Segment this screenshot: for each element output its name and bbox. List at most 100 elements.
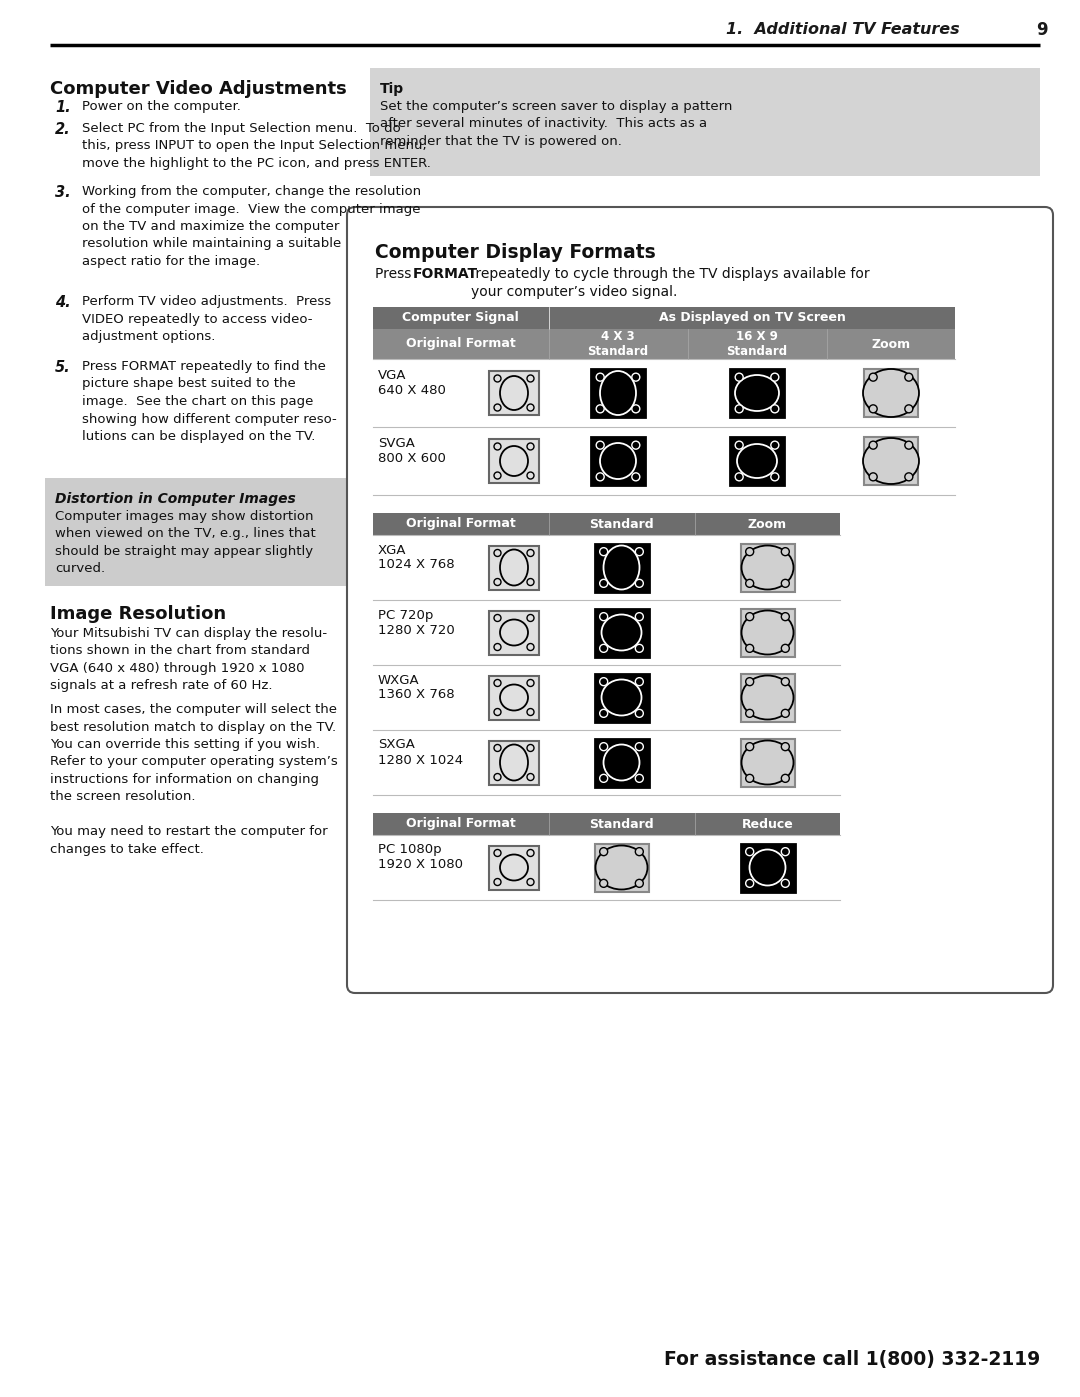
Text: 4.: 4. — [55, 295, 70, 310]
Ellipse shape — [745, 774, 754, 782]
Text: Zoom: Zoom — [748, 517, 787, 531]
Text: Original Format: Original Format — [406, 338, 515, 351]
Ellipse shape — [602, 679, 642, 715]
Ellipse shape — [745, 879, 754, 887]
Text: WXGA
1360 X 768: WXGA 1360 X 768 — [378, 673, 455, 701]
Ellipse shape — [869, 405, 877, 414]
Bar — [489, 610, 539, 655]
Ellipse shape — [599, 879, 608, 887]
Ellipse shape — [599, 848, 608, 855]
Ellipse shape — [527, 679, 534, 686]
Text: Tip: Tip — [380, 82, 404, 96]
Ellipse shape — [494, 404, 501, 411]
Ellipse shape — [599, 644, 608, 652]
Ellipse shape — [863, 439, 919, 483]
Text: Standard: Standard — [590, 817, 653, 830]
Ellipse shape — [632, 472, 639, 481]
Text: SXGA
1280 X 1024: SXGA 1280 X 1024 — [378, 739, 463, 767]
Text: 3.: 3. — [55, 184, 70, 200]
Ellipse shape — [742, 545, 794, 590]
Ellipse shape — [527, 443, 534, 450]
Ellipse shape — [596, 441, 604, 450]
Text: 16 X 9
Standard: 16 X 9 Standard — [727, 330, 787, 358]
Ellipse shape — [494, 374, 501, 381]
Ellipse shape — [494, 472, 501, 479]
Ellipse shape — [600, 443, 636, 479]
Ellipse shape — [635, 613, 644, 620]
Ellipse shape — [742, 610, 794, 655]
Ellipse shape — [599, 774, 608, 782]
Ellipse shape — [869, 373, 877, 381]
Ellipse shape — [527, 374, 534, 381]
Ellipse shape — [494, 644, 501, 651]
Text: Computer Signal: Computer Signal — [402, 312, 518, 324]
Ellipse shape — [745, 548, 754, 556]
Ellipse shape — [735, 441, 743, 450]
Text: 1.: 1. — [55, 101, 70, 115]
Ellipse shape — [527, 774, 534, 781]
Ellipse shape — [635, 548, 644, 556]
Ellipse shape — [869, 441, 877, 450]
Ellipse shape — [600, 372, 636, 415]
Text: Your Mitsubishi TV can display the resolu-
tions shown in the chart from standar: Your Mitsubishi TV can display the resol… — [50, 627, 327, 693]
Ellipse shape — [735, 472, 743, 481]
Bar — [591, 437, 645, 485]
Ellipse shape — [527, 879, 534, 886]
Text: 4 X 3
Standard: 4 X 3 Standard — [588, 330, 649, 358]
Ellipse shape — [500, 446, 528, 476]
Ellipse shape — [527, 615, 534, 622]
Text: For assistance call 1(800) 332-2119: For assistance call 1(800) 332-2119 — [664, 1351, 1040, 1369]
Ellipse shape — [781, 710, 789, 717]
Bar — [730, 437, 784, 485]
Ellipse shape — [500, 549, 528, 585]
Text: Working from the computer, change the resolution
of the computer image.  View th: Working from the computer, change the re… — [82, 184, 421, 268]
Text: You may need to restart the computer for
changes to take effect.: You may need to restart the computer for… — [50, 826, 327, 855]
Bar — [489, 740, 539, 785]
Ellipse shape — [745, 644, 754, 652]
Text: Reduce: Reduce — [742, 817, 794, 830]
Bar — [741, 844, 795, 891]
Ellipse shape — [781, 580, 789, 587]
Ellipse shape — [863, 369, 919, 416]
Ellipse shape — [905, 405, 913, 414]
Ellipse shape — [905, 472, 913, 481]
Ellipse shape — [737, 444, 777, 478]
Ellipse shape — [869, 472, 877, 481]
Ellipse shape — [599, 710, 608, 717]
Ellipse shape — [494, 774, 501, 781]
Bar — [373, 307, 955, 330]
Ellipse shape — [635, 879, 644, 887]
Ellipse shape — [781, 644, 789, 652]
Bar — [741, 543, 795, 591]
Ellipse shape — [604, 545, 639, 590]
Ellipse shape — [635, 848, 644, 855]
Ellipse shape — [604, 745, 639, 781]
Ellipse shape — [494, 879, 501, 886]
Ellipse shape — [635, 774, 644, 782]
Bar — [489, 545, 539, 590]
Bar — [370, 68, 1040, 176]
Ellipse shape — [500, 745, 528, 781]
Ellipse shape — [596, 373, 604, 381]
Bar — [864, 369, 918, 416]
Text: As Displayed on TV Screen: As Displayed on TV Screen — [659, 312, 846, 324]
Ellipse shape — [500, 685, 528, 711]
Ellipse shape — [494, 849, 501, 856]
Ellipse shape — [781, 774, 789, 782]
Bar — [489, 439, 539, 483]
Bar — [741, 739, 795, 787]
Ellipse shape — [745, 613, 754, 620]
Ellipse shape — [500, 619, 528, 645]
Bar — [741, 609, 795, 657]
Bar — [594, 543, 648, 591]
Ellipse shape — [781, 879, 789, 887]
Ellipse shape — [905, 441, 913, 450]
Ellipse shape — [494, 615, 501, 622]
Text: Computer Display Formats: Computer Display Formats — [375, 243, 656, 263]
Ellipse shape — [735, 373, 743, 381]
Ellipse shape — [781, 743, 789, 750]
Ellipse shape — [635, 743, 644, 750]
Ellipse shape — [527, 849, 534, 856]
Bar — [373, 813, 840, 835]
Ellipse shape — [771, 441, 779, 450]
